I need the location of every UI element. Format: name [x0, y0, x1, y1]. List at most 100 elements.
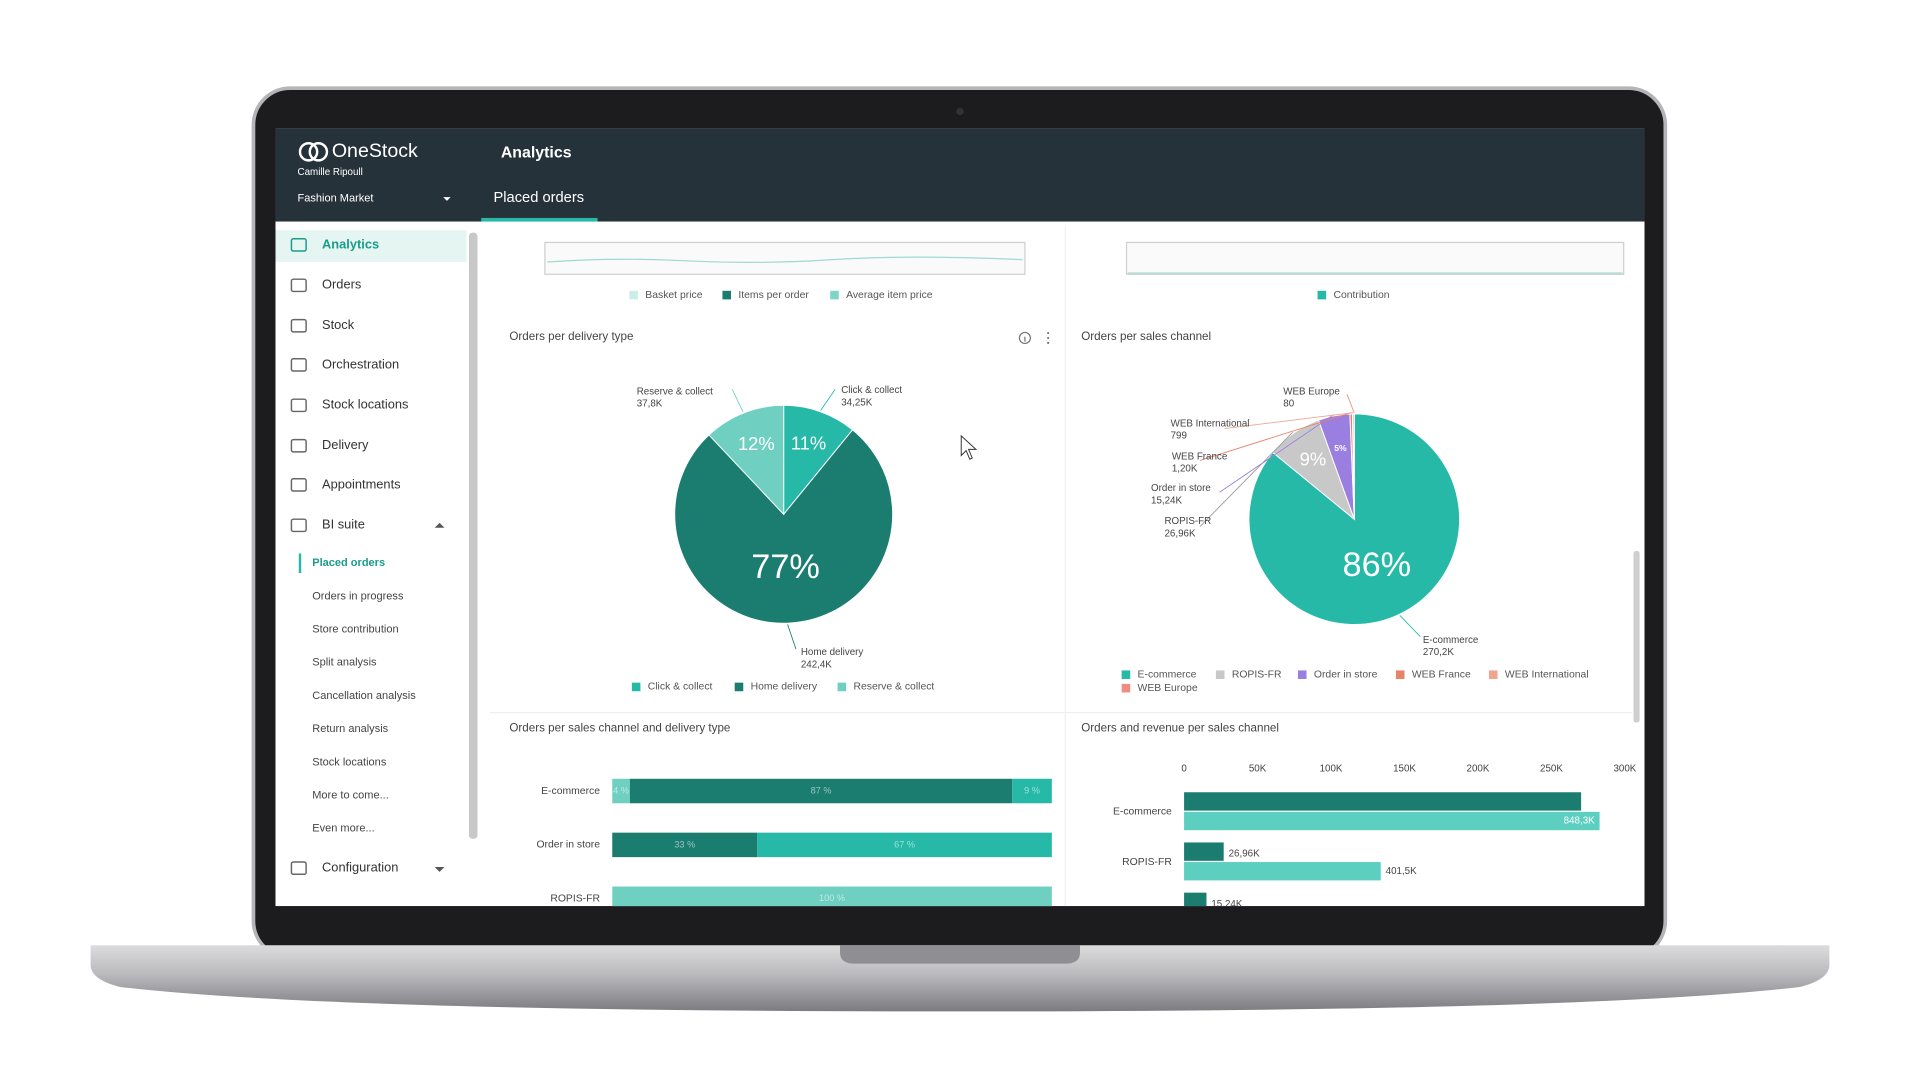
camera	[956, 107, 964, 116]
bar	[1184, 792, 1582, 811]
x-tick-label: 100K	[1320, 764, 1343, 775]
callout-line	[1219, 414, 1335, 493]
callout-line	[1224, 412, 1354, 429]
legend-label: Contribution	[1333, 290, 1389, 301]
menu-item[interactable]: Appointments	[322, 476, 401, 491]
legend-label: ROPIS-FR	[1232, 669, 1282, 680]
menu-icon	[290, 358, 307, 372]
bi-caret[interactable]	[434, 522, 445, 528]
submenu-item[interactable]: More to come...	[312, 789, 389, 801]
menu-icon	[290, 238, 307, 252]
sidebar-active-bg	[275, 230, 467, 263]
submenu-item[interactable]: Split analysis	[312, 657, 377, 669]
bar	[1184, 811, 1600, 831]
legend-swatch	[1317, 290, 1327, 300]
pie-slice	[708, 404, 785, 516]
menu-icon	[290, 438, 307, 453]
stage: OneStock Camille Ripoull Fashion Market …	[90, 86, 1830, 1012]
category-label: Order in store	[536, 840, 600, 851]
range-selector[interactable]	[1125, 241, 1625, 275]
bar-label: 9 %	[1024, 785, 1040, 795]
sidebar-scrollbar[interactable]	[468, 232, 478, 839]
store-caret[interactable]	[443, 197, 451, 201]
submenu-item[interactable]: Orders in progress	[312, 590, 404, 602]
range-line	[547, 256, 1023, 263]
laptop-notch	[840, 945, 1080, 964]
user-name: Camille Ripoull	[298, 167, 363, 178]
menu-icon	[290, 278, 307, 293]
bar	[1184, 862, 1381, 881]
menu-icon	[290, 318, 307, 333]
callout-name: ROPIS-FR	[1164, 516, 1211, 527]
tab-placed-orders[interactable]: Placed orders	[493, 190, 584, 206]
x-tick-label: 0	[1181, 764, 1187, 775]
submenu-item[interactable]: Return analysis	[312, 723, 388, 735]
submenu-item[interactable]: Store contribution	[312, 624, 398, 636]
menu-icon	[290, 861, 307, 876]
callout-line	[787, 624, 797, 650]
x-tick-label: 300K	[1613, 764, 1636, 775]
bar-label: 33 %	[674, 839, 695, 849]
menu-item[interactable]: Configuration	[322, 860, 398, 875]
tab-underline	[481, 217, 598, 222]
x-tick-label: 250K	[1540, 764, 1563, 775]
menu-item[interactable]: Stock locations	[322, 397, 408, 412]
legend-label: Click & collect	[648, 682, 713, 693]
callout-value: 37,8K	[637, 399, 663, 410]
callout-name: Reserve & collect	[637, 386, 713, 397]
bar-segment	[629, 778, 1013, 804]
callout-name: WEB Europe	[1283, 386, 1340, 397]
callout-name: WEB International	[1171, 418, 1250, 429]
legend-swatch	[837, 682, 847, 692]
menu-item[interactable]: Orders	[322, 277, 361, 292]
callout-line	[731, 389, 744, 413]
chart-title: Orders per delivery type	[509, 330, 633, 343]
legend-swatch	[1488, 670, 1498, 679]
menu-icon	[290, 518, 307, 533]
callout-name: WEB France	[1172, 451, 1227, 462]
menu-item[interactable]: BI suite	[322, 517, 365, 532]
bar-label: 100 %	[819, 893, 845, 903]
range-selector[interactable]	[544, 241, 1026, 275]
bar-segment	[1012, 778, 1052, 804]
submenu-item[interactable]: Placed orders	[312, 557, 385, 569]
menu-item[interactable]: Analytics	[322, 236, 379, 251]
callout-name: Order in store	[1151, 483, 1211, 494]
submenu-item[interactable]: Cancellation analysis	[312, 690, 416, 702]
legend-label: Basket price	[645, 290, 702, 301]
bar	[1184, 892, 1207, 907]
category-label: ROPIS-FR	[550, 894, 600, 905]
info-icon[interactable]	[1018, 331, 1032, 345]
legend-swatch	[1395, 670, 1405, 679]
bar-segment	[612, 778, 630, 804]
slice-percent: 86%	[1343, 546, 1412, 584]
callout-value: 1,20K	[1172, 464, 1198, 475]
chart-title: Orders and revenue per sales channel	[1081, 722, 1279, 735]
x-tick-label: 200K	[1467, 764, 1490, 775]
x-tick-label: 50K	[1249, 764, 1267, 775]
config-caret[interactable]	[434, 866, 445, 872]
callout-line	[1346, 394, 1355, 413]
callout-value: 34,25K	[841, 397, 872, 408]
legend-label: Items per order	[738, 290, 809, 301]
more-icon[interactable]	[1047, 331, 1050, 344]
bar-label: 87 %	[811, 785, 832, 795]
menu-item[interactable]: Delivery	[322, 437, 369, 452]
callout-value: 242,4K	[801, 659, 832, 670]
submenu-item[interactable]: Even more...	[312, 823, 374, 835]
bar	[1184, 842, 1224, 861]
menu-item[interactable]: Stock	[322, 317, 355, 332]
submenu-active-bar	[298, 553, 302, 574]
store-selector[interactable]: Fashion Market	[298, 192, 374, 204]
submenu-item[interactable]: Stock locations	[312, 756, 387, 768]
category-label: E-commerce	[1113, 807, 1172, 818]
content-scrollbar[interactable]	[1633, 551, 1640, 723]
bar-label: 401,5K	[1386, 866, 1417, 877]
slice-percent: 9%	[1300, 449, 1327, 470]
logo	[298, 142, 329, 162]
menu-item[interactable]: Orchestration	[322, 356, 399, 371]
chart-title: Orders per sales channel	[1081, 330, 1211, 343]
bar-segment	[612, 886, 1052, 907]
